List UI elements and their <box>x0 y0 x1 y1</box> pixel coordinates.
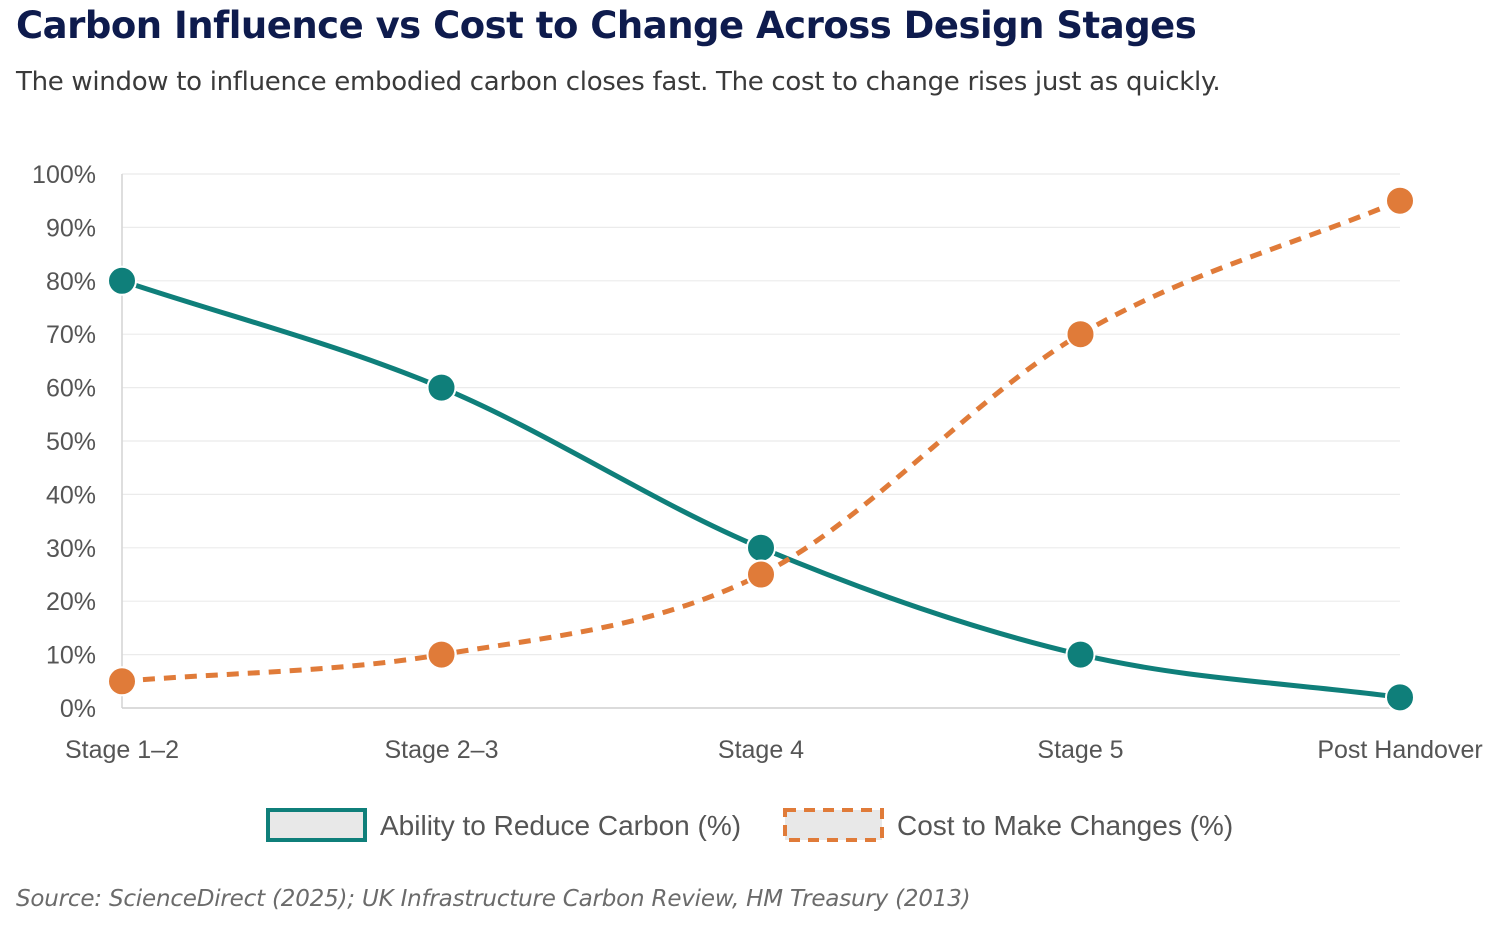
legend-swatch-1 <box>266 808 367 842</box>
data-point <box>107 666 137 697</box>
x-tick-label: Stage 2–3 <box>385 736 499 764</box>
data-point <box>1385 682 1415 713</box>
x-tick-label: Stage 1–2 <box>65 736 179 764</box>
legend-swatch-2 <box>783 808 884 842</box>
legend-label-2: Cost to Make Changes (%) <box>897 810 1233 841</box>
chart-title: Carbon Influence vs Cost to Change Acros… <box>16 4 1197 47</box>
legend-label-1: Ability to Reduce Carbon (%) <box>380 810 741 841</box>
y-axis-ticks: 0% 10% 20% 30% 40% 50% 60% 70% 80% 90% 100% <box>32 161 96 723</box>
y-tick-label: 0% <box>60 695 96 723</box>
axes <box>121 174 1400 709</box>
data-point <box>426 639 457 670</box>
chart-subtitle: The window to influence embodied carbon … <box>16 67 1221 97</box>
y-tick-label: 60% <box>46 375 96 403</box>
y-tick-label: 50% <box>46 428 96 456</box>
legend: Ability to Reduce Carbon (%) Cost to Make… <box>266 808 1233 842</box>
data-point <box>1385 185 1415 216</box>
data-point <box>107 265 137 296</box>
y-tick-label: 90% <box>46 214 96 242</box>
x-axis-ticks: Stage 1–2 Stage 2–3 Stage 4 Stage 5 Post Han… <box>65 736 1483 764</box>
y-tick-label: 40% <box>46 481 96 509</box>
data-point <box>426 372 457 403</box>
y-tick-label: 20% <box>46 588 96 616</box>
series-group <box>107 185 1415 713</box>
series-line-1 <box>121 278 1401 700</box>
x-tick-label: Stage 5 <box>1037 736 1123 764</box>
y-tick-label: 10% <box>46 642 96 670</box>
data-point <box>746 559 776 590</box>
data-point <box>746 532 776 563</box>
x-tick-label: Post Handover <box>1317 736 1482 764</box>
y-tick-label: 70% <box>46 321 96 349</box>
data-point <box>1065 639 1096 670</box>
y-tick-label: 80% <box>46 268 96 296</box>
source-note: Source: ScienceDirect (2025); UK Infrast… <box>16 886 971 912</box>
y-tick-label: 100% <box>32 161 96 189</box>
y-tick-label: 30% <box>46 535 96 563</box>
x-tick-label: Stage 4 <box>718 736 804 764</box>
data-point <box>1065 319 1096 350</box>
